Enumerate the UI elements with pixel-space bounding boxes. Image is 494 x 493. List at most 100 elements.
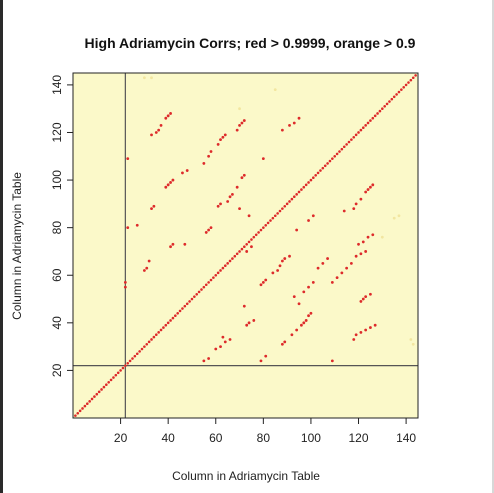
diagonal-point bbox=[131, 357, 134, 360]
diagonal-point bbox=[328, 159, 332, 163]
diagonal-point bbox=[154, 333, 158, 337]
diagonal-point bbox=[340, 147, 344, 151]
diagonal-point bbox=[209, 278, 213, 282]
orange-correlation-point bbox=[238, 107, 241, 111]
diagonal-point bbox=[331, 157, 334, 160]
diagonal-point bbox=[347, 140, 351, 144]
red-correlation-point bbox=[164, 116, 168, 120]
diagonal-point bbox=[407, 81, 410, 84]
red-correlation-point bbox=[245, 323, 249, 327]
red-correlation-point bbox=[240, 176, 244, 180]
x-axis-label: Column in Adriamycin Table bbox=[172, 469, 320, 483]
red-correlation-point bbox=[245, 250, 249, 253]
diagonal-point bbox=[138, 350, 141, 353]
red-correlation-point bbox=[307, 219, 310, 222]
diagonal-point bbox=[373, 114, 377, 118]
red-correlation-point bbox=[364, 295, 368, 299]
diagonal-point bbox=[116, 371, 120, 375]
diagonal-point bbox=[335, 152, 339, 156]
red-correlation-point bbox=[278, 264, 282, 268]
diagonal-point bbox=[119, 369, 122, 372]
diagonal-point bbox=[147, 340, 151, 344]
diagonal-point bbox=[264, 223, 268, 227]
red-correlation-point bbox=[261, 157, 265, 161]
diagonal-point bbox=[157, 331, 160, 334]
red-correlation-point bbox=[369, 185, 372, 189]
diagonal-point bbox=[378, 109, 382, 113]
diagonal-point bbox=[105, 383, 108, 386]
diagonal-point bbox=[402, 85, 406, 89]
red-correlation-point bbox=[221, 135, 225, 139]
diagonal-point bbox=[366, 121, 370, 125]
diagonal-point bbox=[312, 176, 315, 179]
red-correlation-point bbox=[183, 242, 187, 246]
diagonal-point bbox=[352, 135, 356, 139]
red-correlation-point bbox=[166, 183, 170, 187]
diagonal-point bbox=[145, 342, 149, 346]
diagonal-point bbox=[102, 385, 106, 389]
diagonal-point bbox=[74, 414, 77, 417]
red-correlation-point bbox=[164, 185, 168, 189]
x-tick-label: 120 bbox=[349, 431, 369, 445]
diagonal-point bbox=[114, 373, 118, 377]
diagonal-point bbox=[297, 190, 301, 194]
red-correlation-point bbox=[152, 204, 156, 208]
red-correlation-point bbox=[209, 150, 213, 153]
diagonal-point bbox=[404, 83, 408, 87]
diagonal-point bbox=[326, 162, 329, 165]
diagonal-point bbox=[197, 290, 201, 294]
diagonal-point bbox=[350, 138, 353, 141]
red-correlation-point bbox=[357, 242, 360, 246]
diagonal-point bbox=[247, 240, 251, 244]
diagonal-point bbox=[83, 404, 87, 408]
diagonal-point bbox=[216, 271, 220, 275]
diagonal-point bbox=[342, 145, 346, 149]
red-correlation-point bbox=[123, 280, 127, 284]
red-correlation-point bbox=[252, 319, 256, 322]
red-correlation-point bbox=[371, 233, 375, 237]
y-tick-label: 40 bbox=[50, 316, 64, 330]
diagonal-point bbox=[183, 304, 187, 308]
red-correlation-point bbox=[292, 121, 296, 125]
diagonal-point bbox=[76, 411, 80, 415]
red-correlation-point bbox=[150, 133, 153, 137]
red-correlation-point bbox=[354, 202, 358, 206]
orange-correlation-point bbox=[273, 88, 277, 92]
red-correlation-point bbox=[354, 254, 358, 258]
red-correlation-point bbox=[169, 112, 172, 115]
diagonal-point bbox=[292, 195, 296, 199]
red-correlation-point bbox=[202, 359, 206, 363]
red-correlation-point bbox=[330, 280, 334, 284]
orange-correlation-point bbox=[397, 214, 401, 218]
diagonal-point bbox=[207, 281, 210, 284]
diagonal-point bbox=[240, 247, 244, 251]
red-correlation-point bbox=[342, 209, 346, 213]
diagonal-point bbox=[159, 328, 163, 332]
diagonal-point bbox=[219, 269, 222, 272]
red-correlation-point bbox=[226, 200, 230, 203]
diagonal-point bbox=[400, 88, 403, 91]
red-correlation-point bbox=[126, 226, 130, 230]
diagonal-point bbox=[135, 352, 139, 356]
diagonal-point bbox=[300, 188, 303, 191]
x-tick-label: 80 bbox=[257, 431, 271, 445]
red-correlation-point bbox=[316, 266, 320, 270]
red-correlation-point bbox=[283, 257, 287, 260]
diagonal-point bbox=[388, 100, 391, 103]
y-tick-label: 80 bbox=[50, 221, 64, 235]
red-correlation-point bbox=[364, 250, 368, 253]
red-correlation-point bbox=[171, 178, 175, 182]
red-correlation-point bbox=[231, 192, 234, 196]
red-correlation-point bbox=[207, 357, 211, 360]
diagonal-point bbox=[85, 402, 89, 406]
diagonal-point bbox=[411, 76, 415, 80]
red-correlation-point bbox=[280, 128, 284, 132]
diagonal-point bbox=[383, 105, 386, 108]
red-correlation-point bbox=[345, 266, 349, 270]
diagonal-point bbox=[93, 395, 96, 398]
red-correlation-point bbox=[300, 323, 303, 327]
red-correlation-point bbox=[209, 226, 213, 230]
diagonal-point bbox=[185, 302, 189, 306]
diagonal-point bbox=[243, 245, 246, 248]
